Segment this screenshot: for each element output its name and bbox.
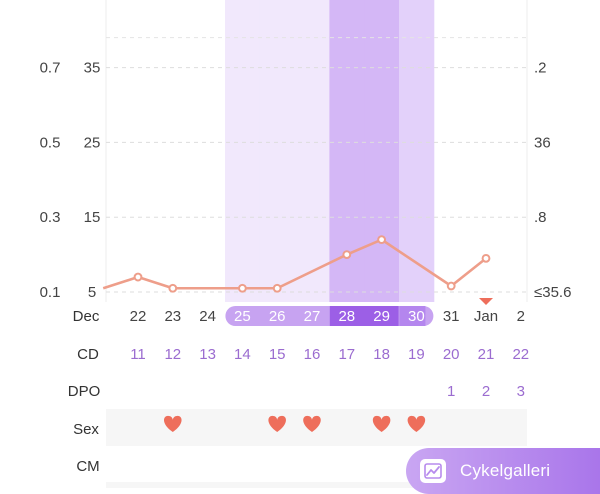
heart-icon [268,415,286,432]
fertile-band [294,0,330,302]
cycle-day-value: 19 [408,346,425,363]
fertile-band [225,0,261,302]
peak-date-pill [329,306,399,326]
cycle-day-value: 17 [338,346,355,363]
temperature-point [272,283,282,293]
cycle-day-value: 15 [269,346,286,363]
chart-gallery-icon [420,459,446,483]
date-label: 24 [199,308,216,325]
sex-row-label: Sex [73,421,99,438]
right-tick-label: .2 [534,60,547,77]
cm-row-background [106,482,527,488]
heart-icon [303,415,321,432]
cycle-day-value: 16 [304,346,321,363]
right-tick-label: 36 [534,134,551,151]
right-tick-label: .8 [534,209,547,226]
date-label: 28 [338,308,355,325]
date-label: 27 [304,308,321,325]
dpo-value: 3 [517,383,525,400]
left-outer-tick-label: 0.1 [40,284,61,301]
date-label: 22 [130,308,147,325]
cycle-day-value: 18 [373,346,390,363]
fertile-band [399,0,435,302]
cycle-day-value: 11 [130,346,146,363]
cycle-gallery-label: Cykelgalleri [460,461,551,480]
temperature-point [481,253,491,263]
month-label: Dec [73,308,100,325]
dpo-value: 1 [447,383,455,400]
cycle-day-value: 20 [443,346,460,363]
temperature-point [133,272,143,282]
today-marker-icon [479,298,493,305]
temperature-point [238,283,247,293]
left-inner-tick-label: 15 [84,209,101,226]
cycle-day-value: 13 [199,346,216,363]
medium-date-pill [399,306,426,326]
cycle-day-value: 12 [164,346,181,363]
cycle-day-value: 21 [478,346,495,363]
date-label: 2 [517,308,525,325]
temperature-point [377,235,387,245]
cycle-day-value: 14 [234,346,251,363]
left-outer-tick-label: 0.3 [40,209,61,226]
left-inner-tick-label: 5 [88,284,96,301]
temperature-point [446,281,456,291]
cycle-gallery-button[interactable]: Cykelgalleri [406,448,600,494]
date-label: 26 [269,308,286,325]
date-label: 29 [373,308,390,325]
temperature-point [342,250,352,260]
left-outer-tick-label: 0.5 [40,134,61,151]
date-label: 30 [408,308,425,325]
heart-icon [407,415,426,432]
heart-icon [164,415,182,432]
fertile-band [259,0,296,302]
fertile-band [364,0,400,302]
temperature-point [168,283,178,293]
dpo-value: 2 [482,383,490,400]
right-tick-label: ≤35.6 [534,284,571,301]
dpo-row-label: DPO [68,383,101,400]
date-label: 23 [164,308,181,325]
date-label: 25 [234,308,251,325]
date-label: 31 [443,308,460,325]
left-outer-tick-label: 0.7 [40,60,61,77]
cycle-day-value: 22 [512,346,529,363]
cm-row-label: CM [76,458,99,475]
heart-icon [372,415,391,432]
left-inner-tick-label: 35 [84,60,101,77]
date-label: Jan [474,308,498,325]
left-inner-tick-label: 25 [84,134,101,151]
cd-row-label: CD [77,346,99,363]
